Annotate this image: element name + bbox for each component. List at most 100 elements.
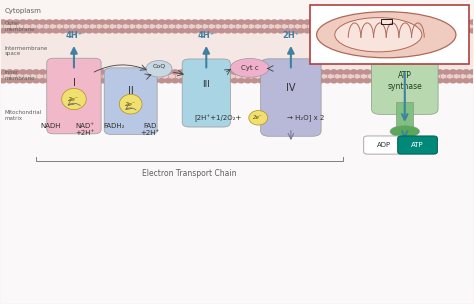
Circle shape [46,29,53,33]
Circle shape [198,79,205,83]
Circle shape [344,29,350,33]
Circle shape [383,70,390,74]
Circle shape [218,20,225,24]
Circle shape [59,79,66,83]
Circle shape [126,20,132,24]
Circle shape [99,29,106,33]
Circle shape [423,20,430,24]
Circle shape [198,20,205,24]
FancyBboxPatch shape [364,136,403,154]
Circle shape [245,70,251,74]
Circle shape [86,29,92,33]
Circle shape [139,20,146,24]
Circle shape [33,70,39,74]
Circle shape [13,79,19,83]
Text: [2H⁺+1/2O₂+: [2H⁺+1/2O₂+ [194,114,242,122]
Circle shape [119,70,126,74]
Circle shape [211,29,218,33]
FancyBboxPatch shape [182,59,230,127]
Circle shape [6,20,13,24]
Circle shape [185,79,191,83]
Circle shape [304,79,311,83]
Circle shape [53,79,59,83]
Text: Electron Transport Chain: Electron Transport Chain [143,169,237,178]
Circle shape [0,20,6,24]
Circle shape [231,79,238,83]
Circle shape [53,70,59,74]
Circle shape [185,29,191,33]
Circle shape [291,20,298,24]
Text: Outer
membrane: Outer membrane [4,21,35,32]
Circle shape [304,29,311,33]
FancyBboxPatch shape [47,58,101,134]
Circle shape [403,20,410,24]
Circle shape [437,79,443,83]
Circle shape [53,20,59,24]
Circle shape [152,29,158,33]
Circle shape [450,70,456,74]
Circle shape [33,79,39,83]
Ellipse shape [146,60,172,77]
Circle shape [79,70,86,74]
Circle shape [423,79,430,83]
Text: 4H⁺: 4H⁺ [65,31,82,40]
Circle shape [218,70,225,74]
Circle shape [92,20,99,24]
Circle shape [178,20,185,24]
Circle shape [106,70,112,74]
Circle shape [251,70,258,74]
Circle shape [298,20,304,24]
Circle shape [357,79,364,83]
Text: 2e⁻: 2e⁻ [125,102,136,107]
Circle shape [86,20,92,24]
Circle shape [324,29,330,33]
Circle shape [417,29,423,33]
Ellipse shape [62,88,86,110]
Circle shape [112,79,119,83]
Circle shape [0,70,6,74]
Circle shape [19,70,26,74]
Text: CoQ: CoQ [153,64,165,69]
Circle shape [152,20,158,24]
Circle shape [172,70,178,74]
Circle shape [245,79,251,83]
Circle shape [59,29,66,33]
Circle shape [397,70,403,74]
Circle shape [397,79,403,83]
Circle shape [443,70,450,74]
Bar [310,5,469,64]
Circle shape [430,70,437,74]
Circle shape [26,79,33,83]
Circle shape [73,29,79,33]
Circle shape [278,29,284,33]
Circle shape [211,70,218,74]
Circle shape [146,79,152,83]
Circle shape [92,29,99,33]
Text: Cyt c: Cyt c [241,65,259,71]
Circle shape [238,79,245,83]
Circle shape [231,20,238,24]
Ellipse shape [230,58,269,77]
Circle shape [337,79,344,83]
Circle shape [456,29,463,33]
Circle shape [139,29,146,33]
Circle shape [264,79,271,83]
Circle shape [251,20,258,24]
Circle shape [470,79,474,83]
Circle shape [165,79,172,83]
Circle shape [172,29,178,33]
Circle shape [126,70,132,74]
Circle shape [397,20,403,24]
Circle shape [146,20,152,24]
Circle shape [258,70,264,74]
Circle shape [46,70,53,74]
Circle shape [172,20,178,24]
Bar [381,19,392,24]
Text: FAD
+2H⁺: FAD +2H⁺ [140,123,159,136]
Text: 2e⁻: 2e⁻ [68,97,80,102]
Circle shape [112,29,119,33]
Circle shape [66,70,73,74]
Circle shape [198,70,205,74]
FancyBboxPatch shape [372,47,438,114]
Circle shape [278,79,284,83]
